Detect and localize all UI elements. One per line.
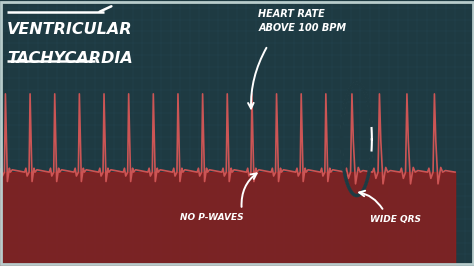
Text: TACHYCARDIA: TACHYCARDIA	[7, 51, 133, 66]
Text: WIDE QRS: WIDE QRS	[370, 215, 421, 224]
Text: VENTRICULAR: VENTRICULAR	[7, 22, 133, 37]
Text: NO P-WAVES: NO P-WAVES	[180, 213, 244, 222]
Text: HEART RATE
ABOVE 100 BPM: HEART RATE ABOVE 100 BPM	[258, 9, 346, 33]
